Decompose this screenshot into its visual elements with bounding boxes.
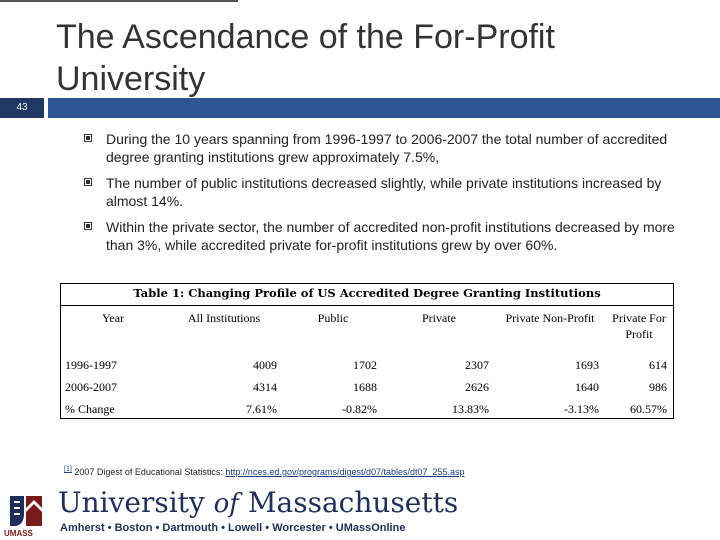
col-header-private: Private bbox=[422, 311, 456, 325]
table-cell: 2626 bbox=[465, 379, 489, 394]
campus-list: Amherst • Boston • Dartmouth • Lowell • … bbox=[60, 522, 406, 534]
umass-badge-text: UMASS bbox=[4, 529, 33, 538]
table-cell: 986 bbox=[649, 379, 667, 394]
col-header-year: Year bbox=[101, 311, 125, 325]
slide-title: The Ascendance of the For-Profit Univers… bbox=[56, 18, 555, 98]
table-cell: 7.61% bbox=[246, 401, 277, 416]
table-cell: -3.13% bbox=[564, 401, 599, 416]
footnote-marker-link[interactable]: [1] bbox=[64, 466, 72, 473]
table-cell: 1702 bbox=[353, 357, 377, 372]
top-rule bbox=[0, 0, 238, 2]
table-cell: 2006-2007 bbox=[65, 379, 117, 394]
institutions-table: Table 1: Changing Profile of US Accredit… bbox=[60, 283, 674, 419]
col-header-public: Public bbox=[317, 311, 349, 325]
bullet-item: The number of public institutions decrea… bbox=[84, 174, 684, 210]
footnote: [1] 2007 Digest of Educational Statistic… bbox=[64, 466, 465, 477]
bullet-text: The number of public institutions decrea… bbox=[106, 175, 662, 209]
col-header-all: All Institutions bbox=[187, 311, 261, 325]
table-cell: 1693 bbox=[575, 357, 599, 372]
footnote-url-link[interactable]: http://nces.ed.gov/programs/digest/d07/t… bbox=[225, 467, 465, 477]
bullet-item: Within the private sector, the number of… bbox=[84, 218, 684, 254]
table-cell: 4314 bbox=[253, 379, 277, 394]
table-cell: % Change bbox=[65, 401, 115, 416]
bullet-text: During the 10 years spanning from 1996-1… bbox=[106, 131, 668, 165]
table-row: % Change 7.61% -0.82% 13.83% -3.13% 60.5… bbox=[61, 398, 673, 420]
bullet-item: During the 10 years spanning from 1996-1… bbox=[84, 130, 684, 166]
table-cell: 60.57% bbox=[630, 401, 667, 416]
table-cell: -0.82% bbox=[342, 401, 377, 416]
slide-number: 43 bbox=[0, 98, 44, 118]
table-cell: 1640 bbox=[575, 379, 599, 394]
umass-shield-icon bbox=[6, 490, 46, 528]
university-name: University of Massachusetts bbox=[58, 486, 458, 521]
col-header-nonprofit: Private Non-Profit bbox=[505, 311, 595, 325]
table-cell: 2307 bbox=[465, 357, 489, 372]
university-name-of: of bbox=[213, 489, 239, 519]
square-bullet-icon bbox=[84, 178, 92, 186]
university-name-prefix: University bbox=[58, 486, 214, 519]
square-bullet-icon bbox=[84, 222, 92, 230]
header-band: 43 bbox=[0, 98, 720, 118]
table-caption: Table 1: Changing Profile of US Accredit… bbox=[61, 284, 673, 306]
table-row: 1996-1997 4009 1702 2307 1693 614 bbox=[61, 354, 673, 376]
table-cell: 1688 bbox=[353, 379, 377, 394]
table-cell: 13.83% bbox=[452, 401, 489, 416]
header-bar bbox=[48, 98, 720, 118]
table-grid: Year All Institutions Public Private Pri… bbox=[61, 308, 673, 420]
table-header-row: Year All Institutions Public Private Pri… bbox=[61, 308, 673, 354]
square-bullet-icon bbox=[84, 134, 92, 142]
bullet-text: Within the private sector, the number of… bbox=[106, 219, 675, 253]
footnote-text: 2007 Digest of Educational Statistics: bbox=[74, 467, 226, 477]
table-row: 2006-2007 4314 1688 2626 1640 986 bbox=[61, 376, 673, 398]
table-cell: 614 bbox=[649, 357, 667, 372]
col-header-forprofit: Private For Profit bbox=[612, 311, 666, 341]
table-cell: 4009 bbox=[253, 357, 277, 372]
university-name-suffix: Massachusetts bbox=[238, 486, 459, 519]
bullet-list: During the 10 years spanning from 1996-1… bbox=[84, 130, 684, 262]
umass-logo: UMASS University of Massachusetts Amhers… bbox=[0, 486, 720, 540]
table-cell: 1996-1997 bbox=[65, 357, 117, 372]
